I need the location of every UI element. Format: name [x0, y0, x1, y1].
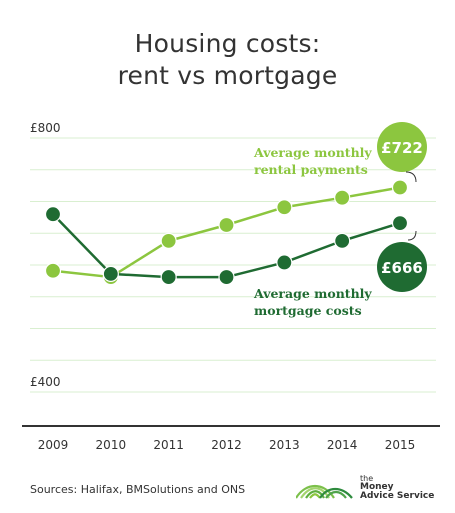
series-layer — [44, 179, 409, 286]
mortgage-point — [391, 214, 409, 232]
mortgage-value-label: £666 — [381, 259, 423, 277]
y-tick-label: £800 — [30, 121, 61, 135]
rent-series-label: Average monthly — [253, 145, 372, 160]
pointer-arrow-icon — [407, 230, 417, 241]
label-layer: Average monthly rental payments Average mo… — [253, 145, 372, 318]
y-tick-label: £400 — [30, 375, 61, 389]
brand-line-2: Money — [360, 482, 394, 492]
mortgage-point — [102, 265, 119, 282]
badge-layer: £722 £666 — [377, 122, 427, 292]
x-tick-label: 2009 — [38, 438, 69, 452]
mortgage-point — [44, 206, 62, 223]
chart-title: Housing costs: rent vs mortgage — [0, 28, 455, 92]
x-tick-label: 2011 — [153, 438, 184, 452]
brand-line-1: the — [360, 474, 374, 483]
x-tick-label: 2012 — [211, 438, 242, 452]
rent-value-badge — [377, 122, 427, 172]
pointer-arrow-icon — [405, 171, 417, 183]
rent-value-label: £722 — [381, 139, 423, 157]
rent-point — [218, 216, 235, 234]
mortgage-series-label: Average monthly — [253, 286, 372, 301]
brand-line-3: Advice Service — [360, 491, 435, 501]
chart-title-line-2: rent vs mortgage — [117, 61, 338, 90]
rent-point — [44, 262, 62, 279]
rent-point — [160, 232, 177, 249]
grid-layer — [30, 137, 436, 393]
x-tick-label: 2014 — [327, 438, 358, 452]
mortgage-point — [334, 232, 351, 249]
axis-layer: £800 £400 2009 2010 2011 2012 2013 2014 2015 — [22, 121, 440, 452]
logo-arcs-icon — [296, 484, 353, 499]
rent-point — [334, 189, 351, 206]
mortgage-series-label: mortgage costs — [254, 303, 362, 318]
brand-wordmark: the Money Advice Service — [360, 474, 434, 501]
mortgage-point — [276, 254, 293, 271]
rent-point — [391, 179, 409, 196]
source-note: Sources: Halifax, BMSolutions and ONS — [30, 483, 246, 496]
money-advice-service-logo — [296, 484, 353, 499]
mortgage-point — [218, 268, 235, 286]
rent-point — [276, 199, 293, 216]
x-tick-label: 2015 — [385, 438, 416, 452]
rent-series-label: rental payments — [254, 162, 368, 177]
x-tick-label: 2013 — [269, 438, 300, 452]
x-tick-label: 2010 — [96, 438, 127, 452]
mortgage-value-badge — [377, 242, 427, 292]
chart-title-line-1: Housing costs: — [134, 29, 321, 58]
mortgage-point — [160, 268, 177, 286]
